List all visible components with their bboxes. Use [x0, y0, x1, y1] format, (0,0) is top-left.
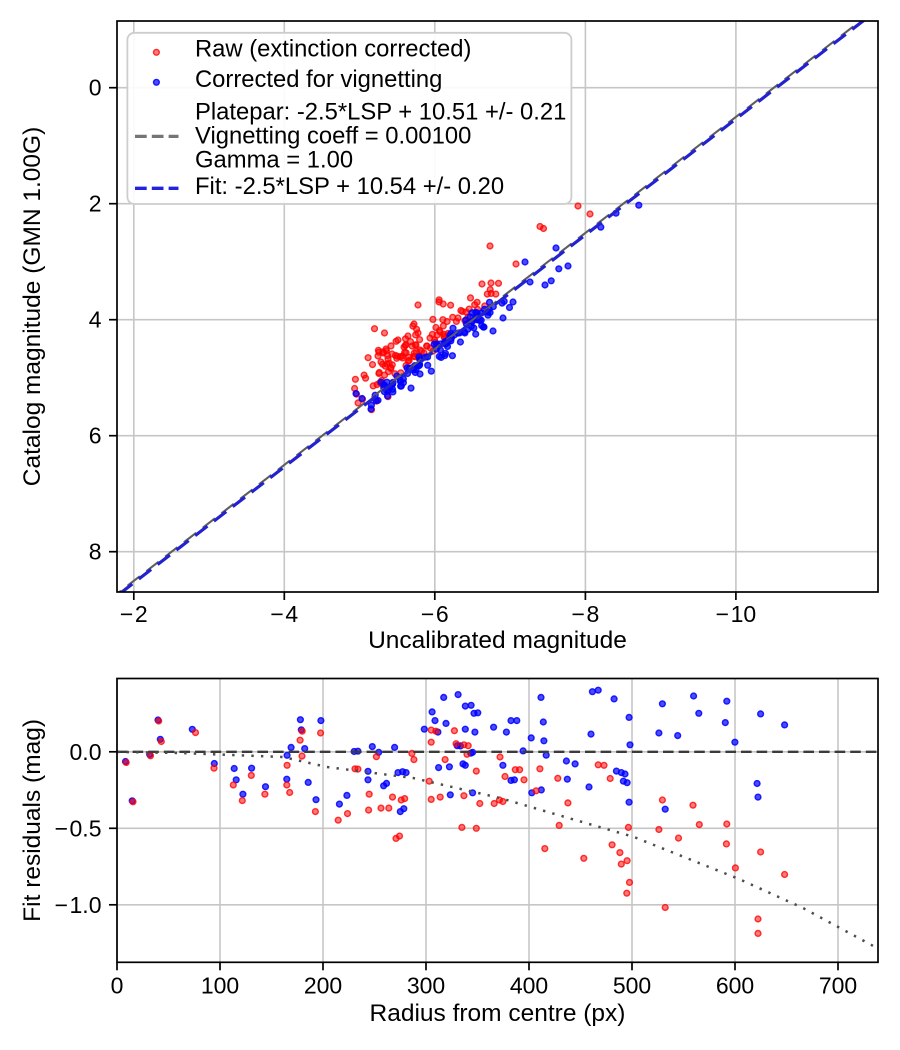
svg-text:Radius from centre (px): Radius from centre (px)	[370, 1000, 626, 1027]
svg-text:Uncalibrated magnitude: Uncalibrated magnitude	[368, 627, 627, 654]
svg-text:−4: −4	[270, 601, 298, 627]
svg-text:2: 2	[89, 191, 102, 217]
svg-text:200: 200	[304, 972, 342, 998]
svg-text:Platepar: -2.5*LSP + 10.51 +/-: Platepar: -2.5*LSP + 10.51 +/- 0.21	[195, 98, 566, 125]
svg-text:0: 0	[111, 972, 124, 998]
svg-text:Vignetting coeff = 0.00100: Vignetting coeff = 0.00100	[195, 122, 471, 149]
svg-text:Fit: -2.5*LSP + 10.54 +/- 0.20: Fit: -2.5*LSP + 10.54 +/- 0.20	[195, 173, 504, 200]
svg-text:0: 0	[89, 75, 102, 101]
svg-text:300: 300	[407, 972, 445, 998]
svg-text:8: 8	[89, 539, 102, 565]
svg-text:100: 100	[201, 972, 239, 998]
svg-text:−0.5: −0.5	[55, 815, 102, 841]
svg-text:Catalog magnitude (GMN 1.00G): Catalog magnitude (GMN 1.00G)	[19, 127, 46, 487]
svg-text:4: 4	[89, 307, 102, 333]
svg-text:500: 500	[613, 972, 651, 998]
svg-text:Gamma = 1.00: Gamma = 1.00	[195, 147, 353, 174]
svg-text:600: 600	[716, 972, 754, 998]
svg-text:6: 6	[89, 423, 102, 449]
svg-text:Fit residuals (mag): Fit residuals (mag)	[19, 719, 46, 922]
svg-text:−1.0: −1.0	[55, 892, 102, 918]
svg-text:400: 400	[510, 972, 548, 998]
svg-text:0.0: 0.0	[70, 739, 102, 765]
svg-text:Raw (extinction corrected): Raw (extinction corrected)	[195, 36, 471, 63]
svg-text:Corrected for vignetting: Corrected for vignetting	[195, 66, 442, 93]
svg-text:700: 700	[819, 972, 857, 998]
svg-text:−10: −10	[716, 601, 757, 627]
